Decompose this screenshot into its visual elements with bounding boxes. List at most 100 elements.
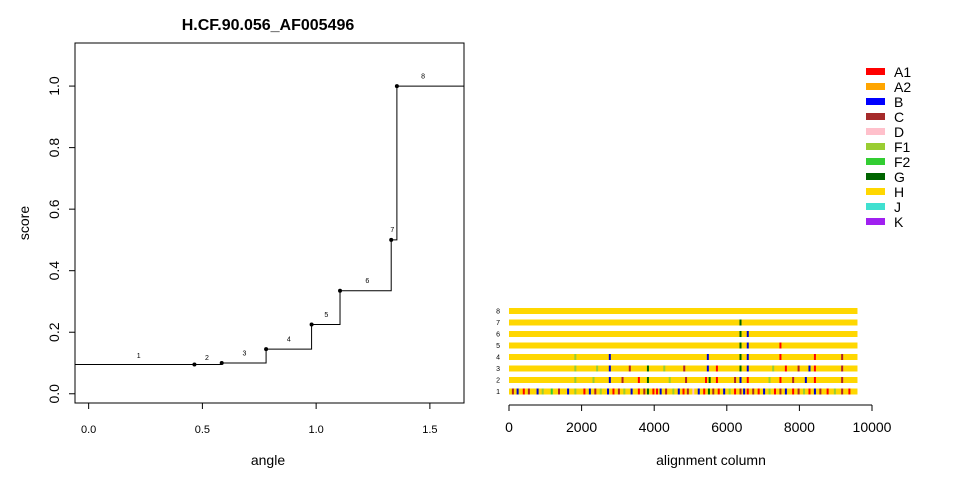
subtype-mark: [841, 354, 844, 360]
score-step-chart: H.CF.90.056_AF005496 0.0 0.5 1.0 1.5 0.0 0.2…: [16, 17, 465, 468]
step-point-label: 2: [205, 355, 209, 362]
subtype-mark: [813, 354, 816, 360]
step-point-label: 8: [421, 73, 425, 80]
x-tick-label: 0.0: [81, 424, 96, 436]
subtype-mark: [692, 388, 695, 395]
legend-label: A1: [894, 64, 911, 80]
legend-label: J: [894, 199, 901, 215]
subtype-mark: [779, 388, 782, 395]
subtype-mark: [574, 388, 577, 395]
subtype-mark: [841, 388, 844, 395]
subtype-mark: [819, 388, 822, 395]
alignment-x-tick-label: 8000: [784, 419, 815, 435]
row-label: 1: [496, 389, 500, 396]
legend-swatch: [866, 218, 885, 225]
alignment-x-tick-label: 0: [505, 419, 513, 435]
subtype-mark: [813, 377, 816, 383]
alignment-row-7: [509, 319, 858, 326]
row-label: 2: [496, 378, 500, 385]
subtype-mark: [682, 388, 685, 395]
alignment-row-6: [509, 331, 858, 337]
subtype-mark: [646, 377, 649, 383]
legend-swatch: [866, 83, 885, 90]
step-point-label: 7: [390, 227, 394, 234]
subtype-mark: [637, 377, 640, 383]
subtype-mark: [808, 388, 811, 395]
subtype-mark: [574, 365, 577, 372]
subtype-mark: [663, 365, 666, 372]
alignment-x-tick-label: 6000: [711, 419, 742, 435]
subtype-mark: [841, 365, 844, 372]
subtype-mark: [743, 388, 746, 395]
subtype-mark: [583, 388, 586, 395]
subtype-mark: [621, 377, 624, 383]
subtype-mark: [746, 388, 749, 395]
step-point-8: [394, 84, 399, 89]
x-tick-label: 1.5: [422, 424, 437, 436]
step-points: 1 2 3 4 5 6 7 8: [137, 73, 425, 367]
subtype-mark: [686, 388, 689, 395]
subtype-mark: [558, 388, 561, 395]
subtype-mark: [739, 377, 742, 383]
alignment-row-4: [509, 354, 858, 360]
subtype-mark: [715, 377, 718, 383]
subtype-mark: [656, 388, 659, 395]
y-tick-label: 1.0: [46, 76, 62, 96]
subtype-mark: [792, 377, 795, 383]
subtype-mark: [646, 388, 649, 395]
row-label: 4: [496, 355, 500, 362]
subtype-mark: [607, 388, 610, 395]
subtype-mark: [779, 354, 782, 360]
subtype-mark: [739, 331, 742, 337]
row-label: 7: [496, 320, 500, 327]
subtype-mark: [752, 388, 755, 395]
legend-swatch: [866, 203, 885, 210]
subtype-mark: [677, 388, 680, 395]
x-axis-label: angle: [251, 452, 285, 468]
subtype-mark: [779, 377, 782, 383]
subtype-mark: [550, 388, 553, 395]
legend-label: F2: [894, 154, 911, 170]
subtype-mark: [746, 354, 749, 360]
subtype-mark: [723, 388, 726, 395]
alignment-x-tick-label: 10000: [853, 419, 892, 435]
subtype-mark: [833, 388, 836, 395]
y-tick-label: 0.0: [46, 384, 62, 404]
subtype-mark: [773, 388, 776, 395]
subtype-mark: [746, 365, 749, 372]
subtype-mark: [813, 388, 816, 395]
subtype-mark: [706, 365, 709, 372]
legend-label: F1: [894, 139, 911, 155]
legend-label: B: [894, 94, 903, 110]
x-tick-label: 1.0: [308, 424, 323, 436]
subtype-mark: [739, 342, 742, 349]
subtype-mark: [715, 365, 718, 372]
subtype-mark: [608, 377, 611, 383]
step-point-5: [309, 322, 314, 327]
subtype-mark: [779, 342, 782, 349]
subtype-mark: [784, 365, 787, 372]
subtype-mark: [574, 354, 577, 360]
subtype-mark: [703, 388, 706, 395]
step-point-label: 5: [324, 312, 328, 319]
legend-swatch: [866, 158, 885, 165]
subtype-mark: [594, 388, 597, 395]
subtype-mark: [608, 354, 611, 360]
row-label: 5: [496, 343, 500, 350]
subtype-mark: [567, 388, 570, 395]
subtype-mark: [739, 365, 742, 372]
subtype-mark: [792, 388, 795, 395]
subtype-mark: [746, 377, 749, 383]
step-point-label: 1: [137, 353, 141, 360]
subtype-mark: [826, 388, 829, 395]
x-axis: 0.0 0.5 1.0 1.5: [81, 403, 438, 436]
step-point-6: [338, 288, 343, 293]
subtype-mark: [708, 377, 711, 383]
alignment-x-tick-label: 4000: [639, 419, 670, 435]
subtype-mark: [665, 388, 668, 395]
subtype-mark: [672, 388, 675, 395]
legend-label: C: [894, 109, 904, 125]
step-point-label: 3: [243, 350, 247, 357]
subtype-mark: [739, 388, 742, 395]
